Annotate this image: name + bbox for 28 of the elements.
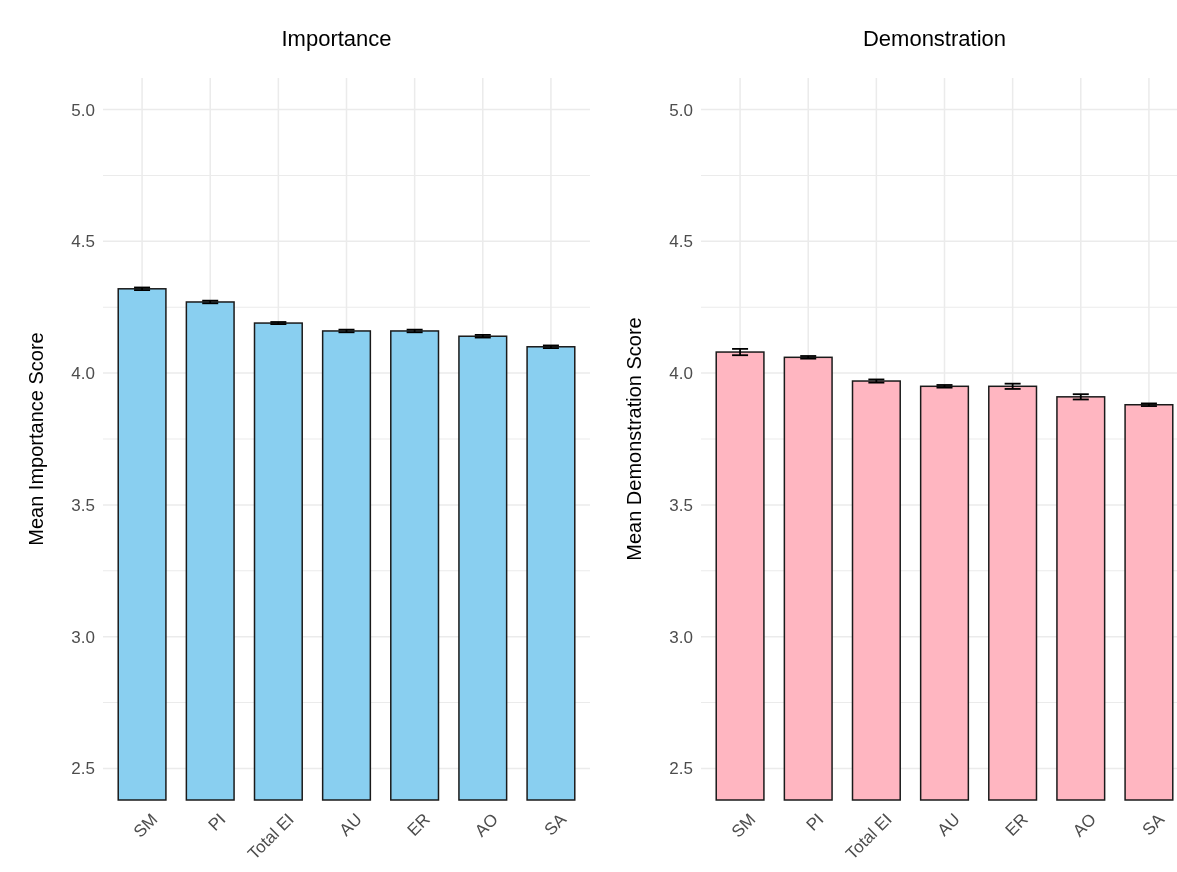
y-tick-label: 2.5 [669,759,693,779]
x-tick-label: AO [471,809,503,841]
x-tick-label: SA [1138,809,1169,840]
x-tick-label: AO [1069,809,1101,841]
y-tick-label: 5.0 [669,100,693,120]
x-tick-label: ER [403,809,434,840]
x-tick-label: AU [335,809,366,840]
x-tick-label: AU [933,809,964,840]
y-tick-label: 5.0 [71,100,95,120]
y-tick-label: 4.0 [71,364,95,384]
y-tick-label: 2.5 [71,759,95,779]
x-tick-label: SA [540,809,571,840]
chart-title: Demonstration [862,26,1007,51]
y-axis-title: Mean Importance Score [25,332,47,546]
x-tick-label: ER [1001,809,1032,840]
y-tick-label: 4.0 [669,364,693,384]
y-tick-label: 3.0 [71,627,95,647]
y-tick-label: 3.0 [669,627,693,647]
y-tick-label: 3.5 [669,495,693,515]
chart-title: Importance [281,26,392,51]
y-tick-label: 4.5 [669,232,693,252]
x-tick-label: PI [204,809,230,835]
y-tick-label: 3.5 [71,495,95,515]
x-tick-label: SM [129,809,162,842]
x-tick-label: SM [727,809,760,842]
y-tick-label: 4.5 [71,232,95,252]
y-axis-title: Mean Demonstration Score [623,317,645,561]
x-tick-label: PI [802,809,828,835]
